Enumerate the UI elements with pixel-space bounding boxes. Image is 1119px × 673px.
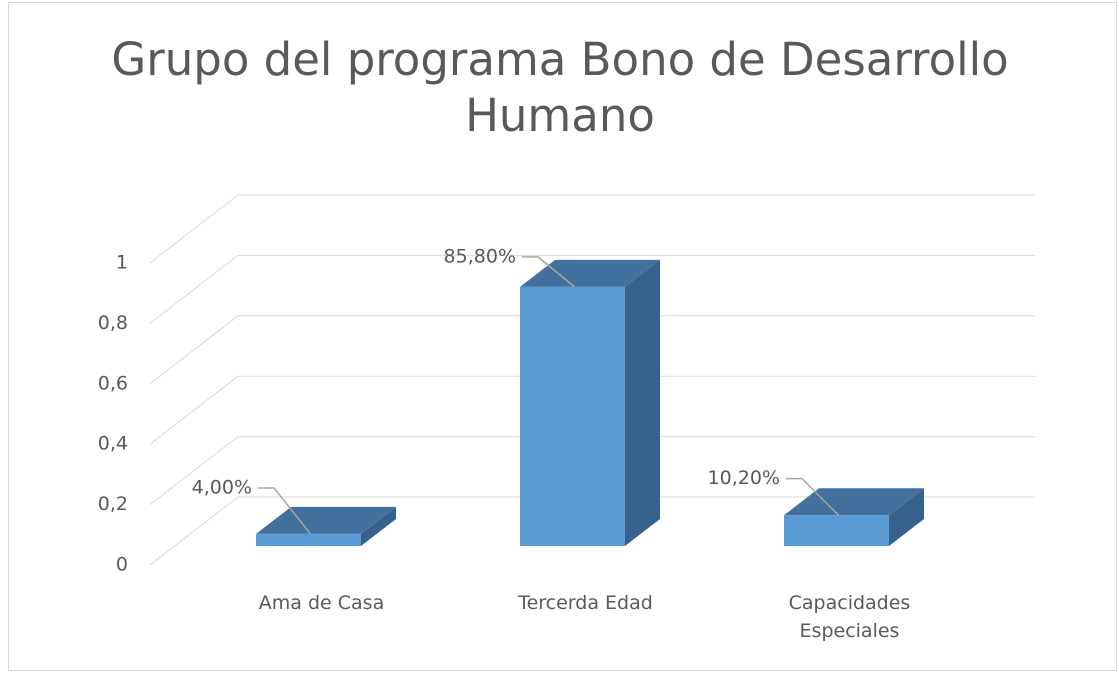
bar-top — [520, 259, 660, 287]
y-tick-label: 0,2 — [98, 493, 128, 515]
x-tick-label: Capacidades Especiales — [788, 592, 911, 642]
grid-line-side — [149, 496, 239, 566]
bar-side — [889, 488, 924, 546]
y-tick-label: 0,8 — [98, 312, 128, 334]
data-label: 10,20% — [708, 467, 780, 489]
leader-line — [522, 256, 575, 288]
bar-side — [361, 506, 396, 546]
grid-line-side — [149, 375, 239, 445]
data-label: 85,80% — [444, 245, 516, 267]
y-tick-label: 0 — [116, 554, 128, 576]
grid-line-side — [149, 436, 239, 505]
grid-line-side — [149, 194, 239, 264]
y-tick-label: 1 — [116, 252, 128, 274]
x-tick-label: Ama de Casa — [258, 592, 385, 614]
leader-line — [786, 477, 840, 516]
x-tick-label: Tercerda Edad — [518, 592, 653, 614]
grid-line-side — [149, 315, 239, 385]
leader-line — [258, 487, 312, 535]
bar-side — [625, 259, 660, 546]
data-label: 4,00% — [192, 476, 252, 498]
bar-top — [256, 506, 396, 534]
bar — [784, 515, 889, 546]
chart-border — [8, 2, 1117, 671]
y-tick-label: 0,6 — [98, 372, 128, 394]
y-tick-label: 0,4 — [98, 433, 128, 455]
chart-title: Grupo del programa Bono de Desarrollo Hu… — [111, 33, 1009, 142]
bar — [520, 286, 625, 546]
bar — [256, 533, 361, 546]
grid-line-side — [149, 255, 239, 324]
